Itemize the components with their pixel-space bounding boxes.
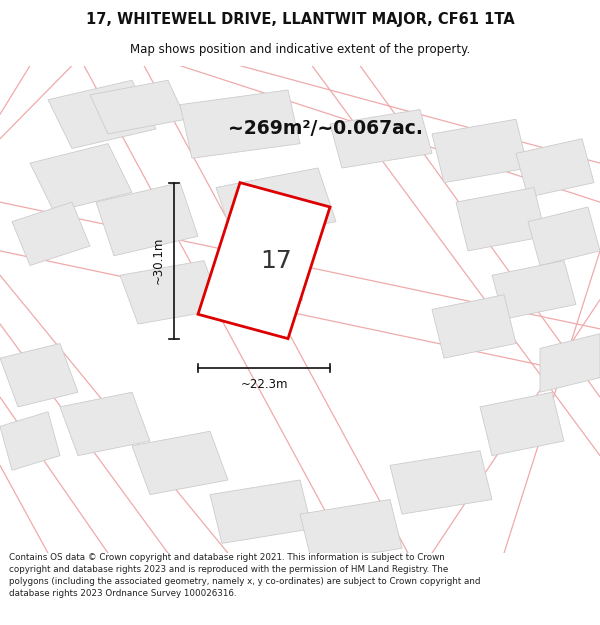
Polygon shape: [390, 451, 492, 514]
Polygon shape: [30, 144, 132, 212]
Polygon shape: [492, 261, 576, 319]
Text: Whitewell Drive: Whitewell Drive: [211, 272, 305, 308]
Text: Map shows position and indicative extent of the property.: Map shows position and indicative extent…: [130, 42, 470, 56]
Polygon shape: [432, 295, 516, 358]
Polygon shape: [180, 90, 300, 158]
Polygon shape: [48, 80, 156, 149]
Text: Contains OS data © Crown copyright and database right 2021. This information is : Contains OS data © Crown copyright and d…: [9, 553, 481, 598]
Polygon shape: [132, 431, 228, 494]
Polygon shape: [210, 480, 312, 543]
Text: 17, WHITEWELL DRIVE, LLANTWIT MAJOR, CF61 1TA: 17, WHITEWELL DRIVE, LLANTWIT MAJOR, CF6…: [86, 12, 514, 27]
Polygon shape: [516, 139, 594, 198]
Text: ~30.1m: ~30.1m: [152, 237, 165, 284]
Polygon shape: [60, 392, 150, 456]
Polygon shape: [0, 412, 60, 470]
Polygon shape: [90, 80, 186, 134]
Polygon shape: [432, 119, 528, 182]
Polygon shape: [300, 499, 402, 563]
Polygon shape: [528, 207, 600, 266]
Polygon shape: [96, 182, 198, 256]
Polygon shape: [480, 392, 564, 456]
Text: ~22.3m: ~22.3m: [240, 378, 288, 391]
Polygon shape: [120, 261, 222, 324]
Text: 17: 17: [260, 249, 292, 272]
Polygon shape: [12, 202, 90, 266]
Polygon shape: [540, 334, 600, 392]
Polygon shape: [216, 168, 336, 241]
Polygon shape: [330, 109, 432, 168]
Polygon shape: [0, 344, 78, 407]
Text: ~269m²/~0.067ac.: ~269m²/~0.067ac.: [228, 119, 423, 139]
Polygon shape: [456, 188, 546, 251]
Polygon shape: [198, 182, 330, 339]
